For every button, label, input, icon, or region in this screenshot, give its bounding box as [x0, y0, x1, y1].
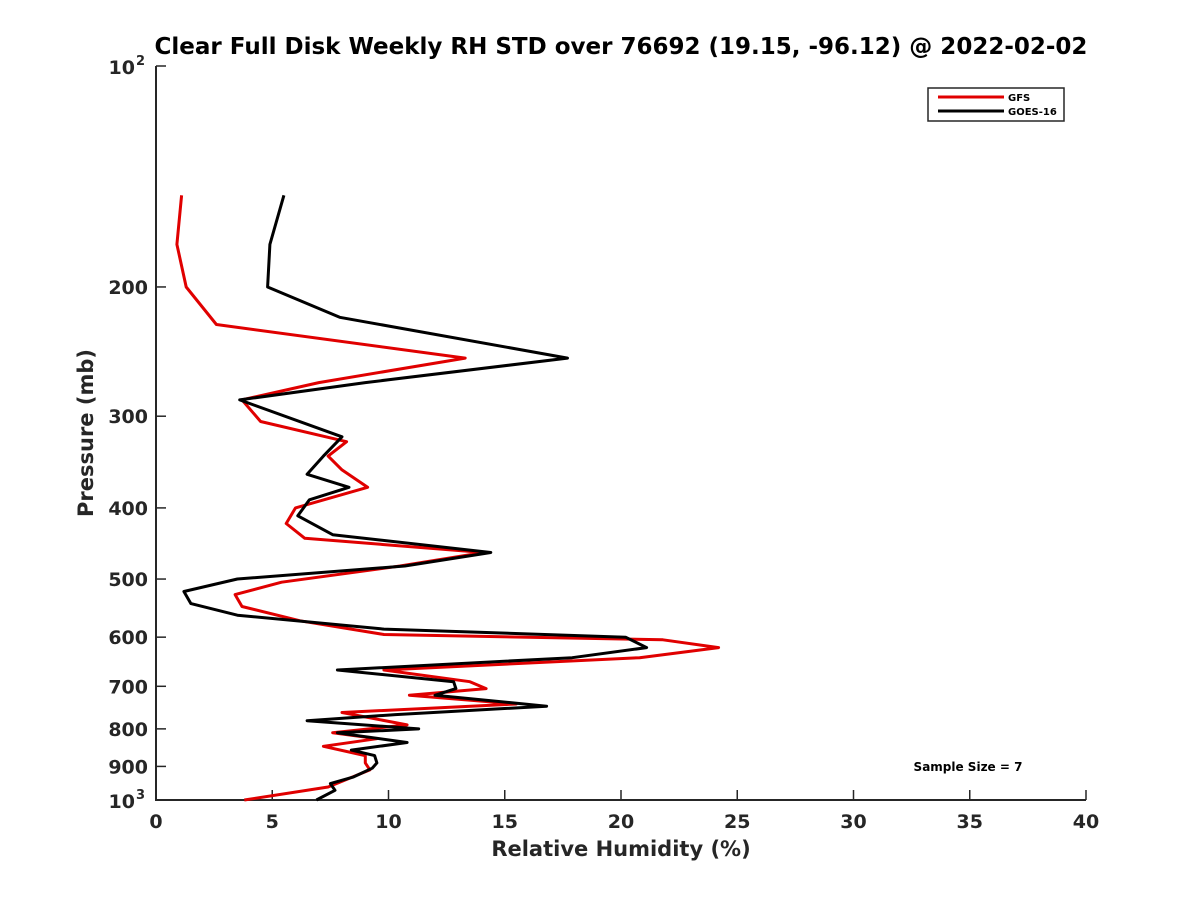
y-tick-label: 700 — [108, 676, 148, 698]
y-tick-label-power: 10 — [109, 791, 135, 813]
x-tick-label: 0 — [149, 811, 162, 833]
x-tick-label: 5 — [266, 811, 279, 833]
legend-label-goes-16: GOES-16 — [1008, 107, 1057, 118]
legend-label-gfs: GFS — [1008, 93, 1030, 104]
x-tick-label: 30 — [840, 811, 866, 833]
x-axis-label: Relative Humidity (%) — [491, 837, 750, 861]
x-tick-label: 35 — [957, 811, 983, 833]
y-tick-label-exponent: 2 — [136, 54, 145, 69]
legend-box — [927, 87, 1065, 122]
y-tick-label-exponent: 3 — [136, 788, 145, 803]
x-tick-label: 15 — [492, 811, 518, 833]
x-tick-label: 20 — [608, 811, 634, 833]
x-tick-label: 25 — [724, 811, 750, 833]
y-tick-label: 400 — [108, 498, 148, 520]
series-lines — [175, 194, 721, 802]
y-tick-label: 600 — [108, 627, 148, 649]
series-line-gfs — [175, 195, 721, 802]
axes — [155, 66, 1086, 801]
sample-size-annotation: Sample Size = 7 — [914, 760, 1023, 774]
y-axis-label: Pressure (mb) — [74, 349, 98, 517]
y-tick-label: 900 — [108, 756, 148, 778]
y-tick-label: 200 — [108, 277, 148, 299]
y-tick-label: 300 — [108, 406, 148, 428]
y-tick-label: 500 — [108, 569, 148, 591]
x-ticks: 0 5 10 15 20 25 30 35 40 — [149, 790, 1099, 833]
x-tick-label: 40 — [1073, 811, 1099, 833]
x-tick-label: 10 — [375, 811, 401, 833]
series-line-goes-16 — [182, 194, 649, 802]
legend: GFS GOES-16 — [927, 87, 1065, 122]
y-tick-label: 800 — [108, 719, 148, 741]
y-tick-label-power: 10 — [109, 57, 135, 79]
chart-title: Clear Full Disk Weekly RH STD over 76692… — [155, 34, 1088, 60]
